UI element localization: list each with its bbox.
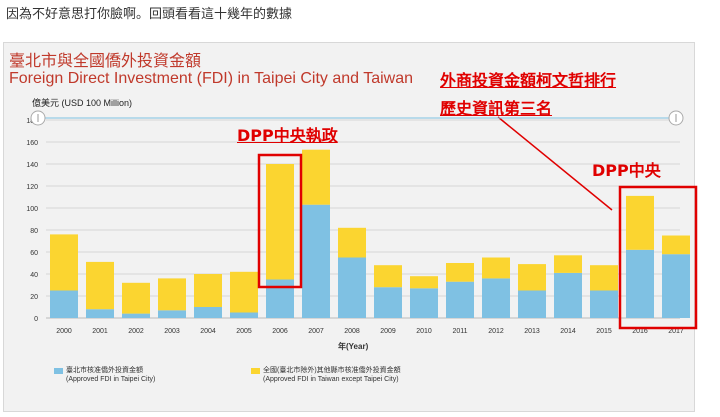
y-tick-label: 0 bbox=[34, 316, 38, 323]
bar-taiwan-2016 bbox=[626, 195, 654, 250]
bar-taiwan-2010 bbox=[410, 276, 438, 289]
x-tick-label: 2009 bbox=[380, 328, 396, 335]
y-tick-label: 100 bbox=[26, 206, 38, 213]
x-tick-label: 2005 bbox=[236, 328, 252, 335]
x-tick-label: 2002 bbox=[128, 328, 144, 335]
bar-taiwan-2015 bbox=[590, 265, 618, 291]
annotation-connector-line bbox=[497, 116, 613, 211]
x-axis-label: 年(Year) bbox=[338, 342, 369, 351]
bar-taiwan-2009 bbox=[374, 265, 402, 288]
x-tick-label: 2014 bbox=[560, 328, 576, 335]
bar-city-2017 bbox=[662, 254, 690, 318]
bar-taiwan-2012 bbox=[482, 257, 510, 279]
bar-taiwan-2017 bbox=[662, 235, 690, 255]
legend-city-en: (Approved FDI in Taipei City) bbox=[66, 376, 156, 383]
legend-swatch-taiwan bbox=[251, 368, 260, 374]
bar-city-2015 bbox=[590, 290, 618, 318]
bar-taiwan-2007 bbox=[302, 149, 330, 205]
bar-city-2000 bbox=[50, 290, 78, 318]
bar-city-2016 bbox=[626, 249, 654, 318]
x-tick-label: 2012 bbox=[488, 328, 504, 335]
legend-taiwan: 全國(臺北市除外)其他縣市核准僑外投資金額 (Approved FDI in T… bbox=[263, 366, 401, 384]
x-tick-label: 2006 bbox=[272, 328, 288, 335]
x-tick-label: 2003 bbox=[164, 328, 180, 335]
legend-city: 臺北市核准僑外投資金額 (Approved FDI in Taipei City… bbox=[66, 366, 155, 384]
slider-handle-left[interactable] bbox=[30, 110, 46, 126]
bar-city-2005 bbox=[230, 312, 258, 318]
bar-city-2011 bbox=[446, 281, 474, 318]
x-tick-label: 2013 bbox=[524, 328, 540, 335]
slider-handle-right[interactable] bbox=[668, 110, 684, 126]
chart-panel bbox=[3, 42, 695, 412]
annotation-dpp-2016: DPP中央 bbox=[592, 161, 661, 180]
bar-city-2010 bbox=[410, 288, 438, 318]
x-tick-label: 2008 bbox=[344, 328, 360, 335]
bar-taiwan-2005 bbox=[230, 271, 258, 313]
legend-taiwan-zh: 全國(臺北市除外)其他縣市核准僑外投資金額 bbox=[263, 367, 401, 374]
y-axis-label: 億美元 (USD 100 Million) bbox=[32, 98, 133, 108]
legend-taiwan-en: (Approved FDI in Taiwan except Taipei Ci… bbox=[263, 376, 399, 383]
annotation-rank-line1: 外商投資金額柯文哲排行 bbox=[440, 71, 617, 90]
bar-taiwan-2013 bbox=[518, 264, 546, 291]
y-tick-label: 120 bbox=[26, 184, 38, 191]
y-tick-label: 160 bbox=[26, 140, 38, 147]
bar-city-2004 bbox=[194, 307, 222, 318]
x-tick-label: 2011 bbox=[452, 328, 467, 335]
y-tick-labels: 020406080100120140160180 bbox=[26, 118, 38, 323]
x-tick-label: 2010 bbox=[416, 328, 432, 335]
range-slider bbox=[30, 110, 684, 126]
bar-taiwan-2008 bbox=[338, 227, 366, 258]
bar-city-2007 bbox=[302, 204, 330, 318]
legend-swatch-city bbox=[54, 368, 63, 374]
y-tick-label: 40 bbox=[30, 272, 38, 279]
highlight-boxes bbox=[257, 116, 698, 330]
chart-title: 臺北市與全國僑外投資金額 bbox=[9, 51, 202, 70]
bar-city-2002 bbox=[122, 313, 150, 318]
y-tick-label: 20 bbox=[30, 294, 38, 301]
highlight-box-2016-2017 bbox=[618, 185, 698, 330]
x-tick-label: 2017 bbox=[668, 328, 684, 335]
chart-subtitle: Foreign Direct Investment (FDI) in Taipe… bbox=[9, 70, 414, 87]
bar-taiwan-2011 bbox=[446, 263, 474, 282]
bars bbox=[50, 149, 690, 318]
bar-taiwan-2014 bbox=[554, 255, 582, 273]
bar-city-2001 bbox=[86, 309, 114, 318]
x-tick-label: 2016 bbox=[632, 328, 648, 335]
bar-taiwan-2001 bbox=[86, 261, 114, 310]
x-tick-label: 2015 bbox=[596, 328, 612, 335]
x-tick-label: 2004 bbox=[200, 328, 216, 335]
bar-city-2009 bbox=[374, 287, 402, 318]
bar-taiwan-2003 bbox=[158, 278, 186, 311]
x-tick-label: 2007 bbox=[308, 328, 324, 335]
bar-taiwan-2000 bbox=[50, 234, 78, 291]
post-caption: 因為不好意思打你臉啊。回頭看看這十幾年的數據 bbox=[6, 7, 293, 22]
bar-city-2013 bbox=[518, 290, 546, 318]
bar-city-2008 bbox=[338, 257, 366, 318]
bar-taiwan-2002 bbox=[122, 282, 150, 314]
x-tick-labels: 2000 2001 2002 2003 2004 2005 2006 2007 2008 2009… bbox=[56, 328, 684, 335]
y-tick-label: 140 bbox=[26, 162, 38, 169]
bar-city-2014 bbox=[554, 272, 582, 318]
x-tick-label: 2000 bbox=[56, 328, 72, 335]
bar-city-2012 bbox=[482, 278, 510, 318]
annotation-rank-line2: 歷史資訊第三名 bbox=[440, 99, 553, 118]
legend-city-zh: 臺北市核准僑外投資金額 bbox=[66, 367, 143, 374]
y-tick-label: 80 bbox=[30, 228, 38, 235]
bar-city-2003 bbox=[158, 310, 186, 318]
annotation-dpp-2006: DPP中央執政 bbox=[237, 126, 338, 145]
bar-taiwan-2006 bbox=[266, 164, 294, 280]
bar-city-2006 bbox=[266, 279, 294, 318]
bar-taiwan-2004 bbox=[194, 274, 222, 307]
y-tick-label: 60 bbox=[30, 250, 38, 257]
highlight-box-2006 bbox=[257, 153, 303, 289]
x-tick-label: 2001 bbox=[92, 328, 108, 335]
